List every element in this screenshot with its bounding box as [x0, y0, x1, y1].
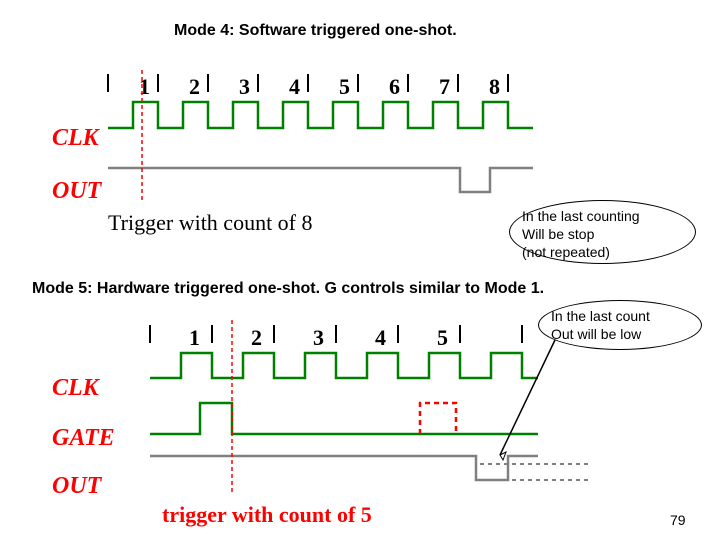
mode5-bubble-line1: In the last count	[551, 307, 689, 325]
mode5-bubble-line2: Out will be low	[551, 325, 689, 343]
mode5-bubble: In the last count Out will be low	[538, 300, 702, 350]
page-number: 79	[670, 512, 686, 528]
mode5-trigger-text: trigger with count of 5	[162, 502, 372, 528]
mode5-waveforms	[0, 0, 720, 540]
